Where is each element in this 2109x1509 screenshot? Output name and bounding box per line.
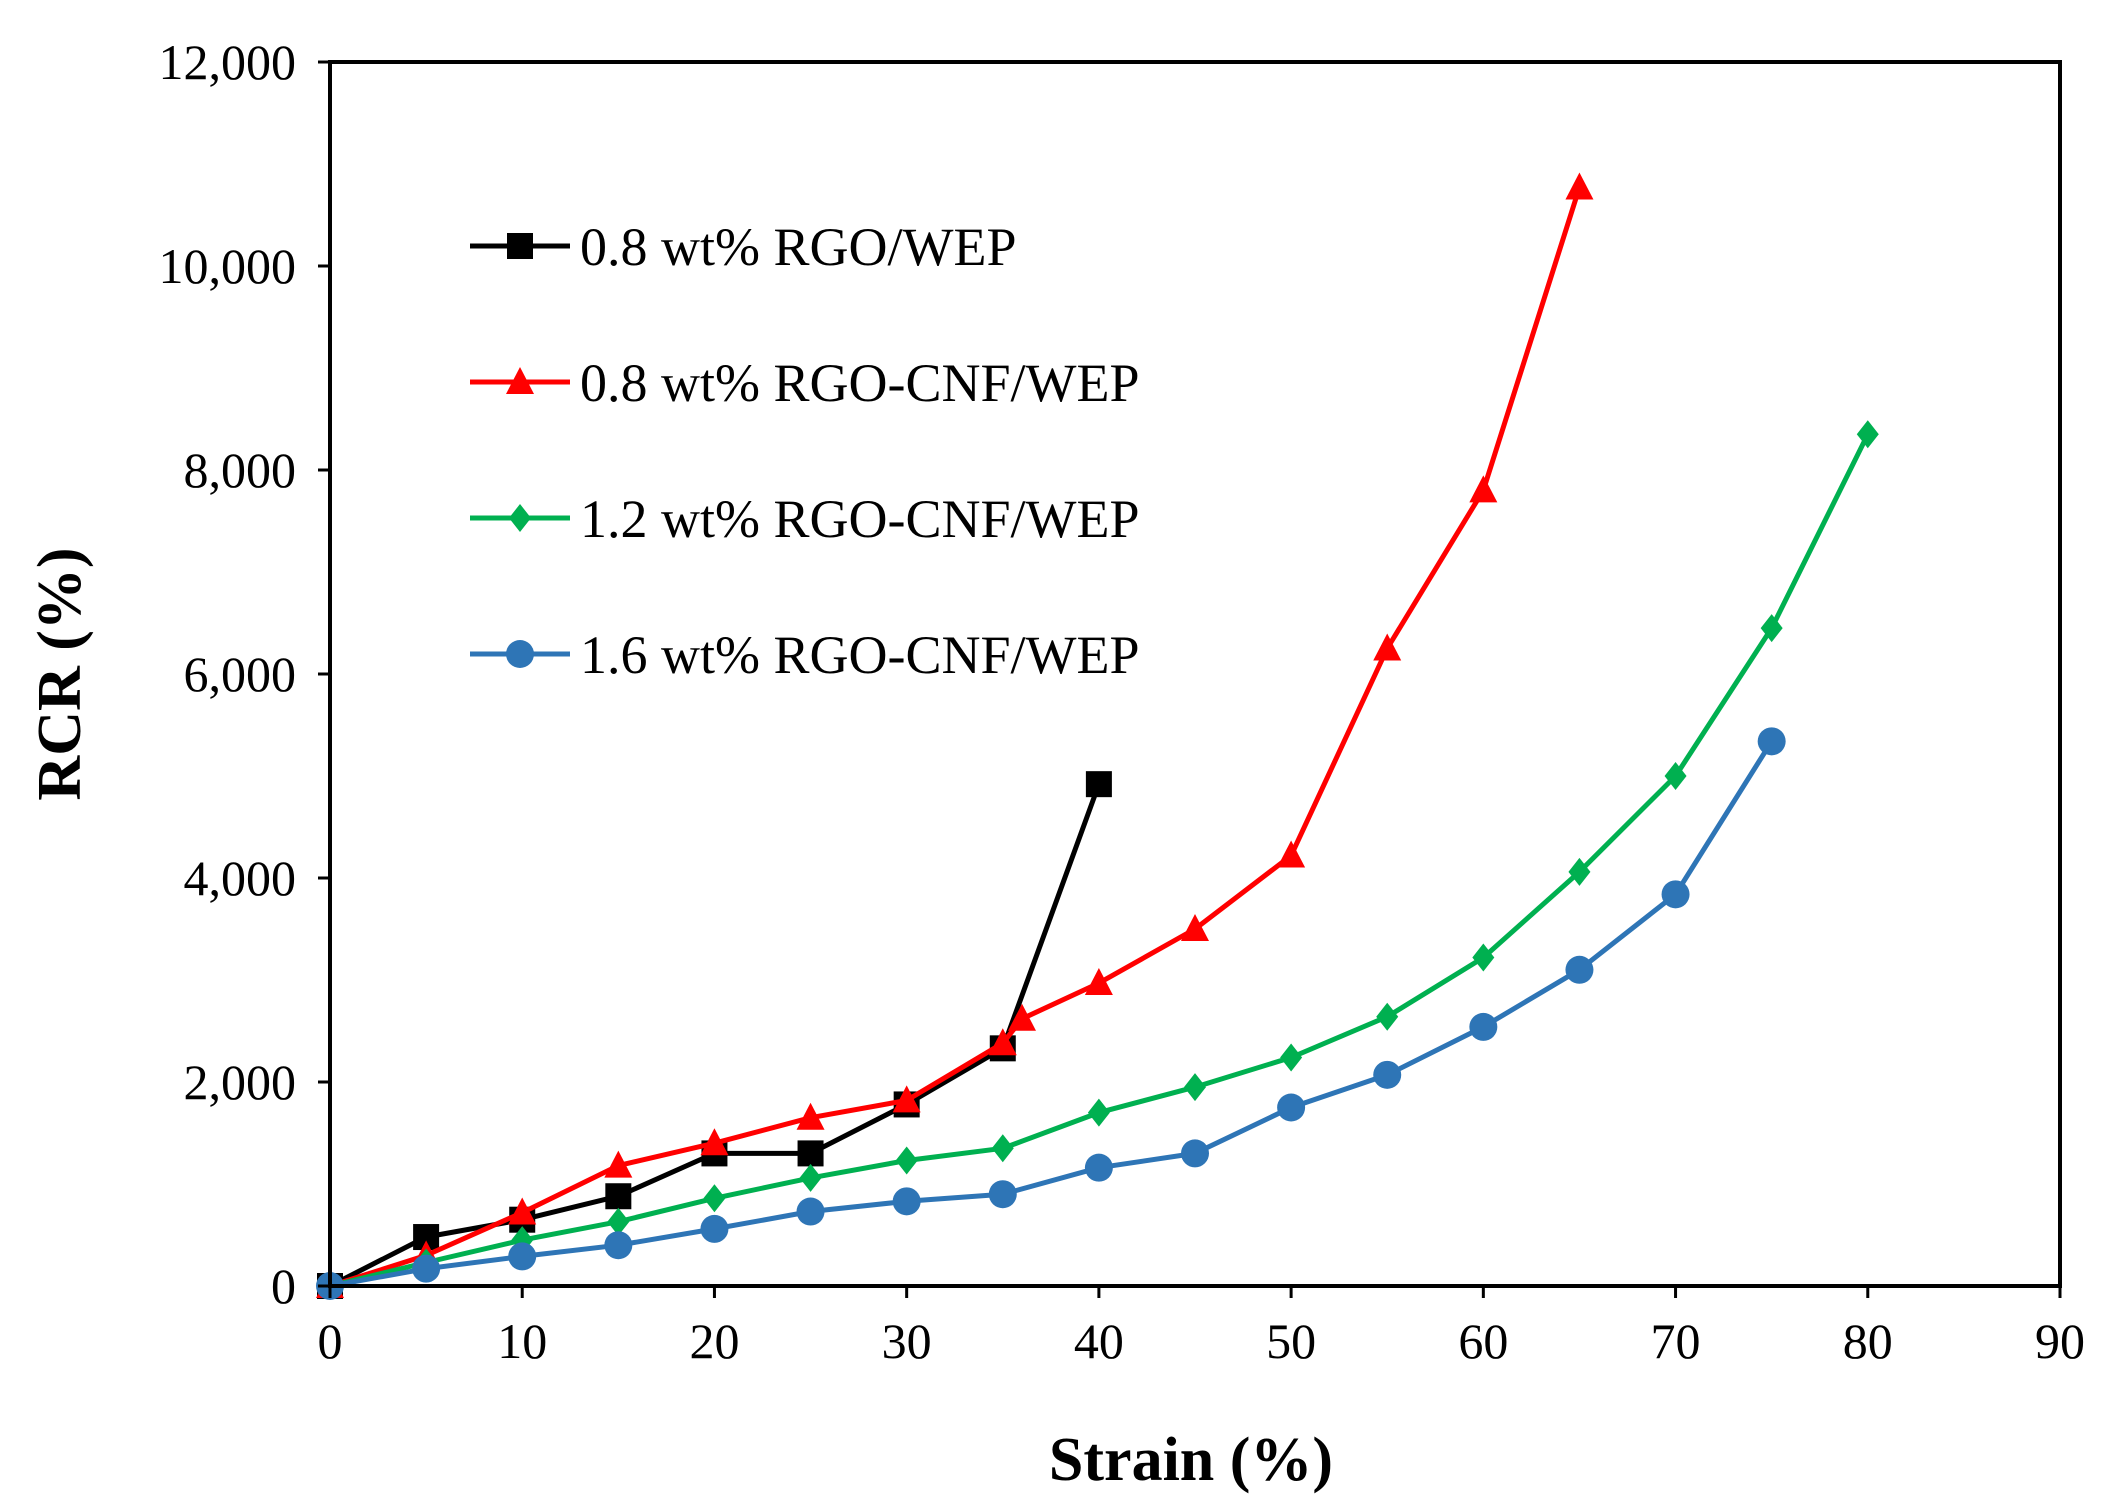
y-tick-label: 6,000 [184,646,297,702]
data-point [1568,857,1591,886]
x-tick-label: 20 [689,1313,739,1369]
legend-swatch-marker [509,504,531,532]
data-point [1664,762,1687,790]
data-point [1856,420,1879,449]
data-point [1181,1139,1209,1168]
x-tick-label: 0 [318,1313,343,1369]
data-point [1760,614,1783,643]
y-tick-label: 8,000 [184,442,297,498]
x-tick-label: 10 [497,1313,547,1369]
data-point [1008,1003,1036,1031]
legend-item: 1.2 wt% RGO-CNF/WEP [470,489,1140,549]
data-point [604,1150,633,1178]
series-line [329,739,1774,1289]
legend-label: 1.2 wt% RGO-CNF/WEP [580,489,1140,549]
legend-label: 0.8 wt% RGO/WEP [580,217,1016,277]
data-point [892,1085,921,1113]
data-point [605,1183,632,1210]
x-tick-label: 50 [1266,1313,1316,1369]
x-tick-label: 90 [2035,1313,2085,1369]
legend: 0.8 wt% RGO/WEP 0.8 wt% RGO-CNF/WEP 1.2 wt… [470,217,1140,685]
legend-swatch-marker [507,233,533,259]
data-point [1469,475,1498,503]
data-point [1661,880,1690,909]
x-axis-title: Strain (%) [1049,1426,1333,1494]
data-point [988,1180,1017,1209]
y-tick-label: 10,000 [159,238,297,294]
data-point [796,1102,825,1130]
legend-swatch-marker [506,367,534,394]
data-point [700,1128,729,1156]
data-point [796,1197,825,1226]
data-point [988,1028,1017,1056]
data-point [1469,1012,1498,1041]
x-tick-label: 70 [1651,1313,1701,1369]
data-point [991,1134,1014,1163]
data-point [1277,840,1306,868]
data-point [1376,1002,1399,1031]
data-point [1472,943,1495,972]
data-point [700,1214,729,1243]
data-point [1084,1153,1113,1182]
y-tick-label: 12,000 [159,34,297,90]
data-point [799,1163,822,1192]
y-tick-label: 2,000 [184,1054,297,1110]
x-tick-label: 60 [1458,1313,1508,1369]
y-tick-label: 0 [271,1258,296,1314]
data-point [1084,968,1113,996]
y-axis-title: RCR (%) [26,547,94,800]
data-point [1087,1098,1110,1127]
data-point [1277,1093,1306,1122]
axis-ticks: 0 10 20 30 40 50 60 70 80 90 0 2,000 4,000 6,000 8,000… [159,34,2086,1369]
legend-label: 1.6 wt% RGO-CNF/WEP [580,625,1140,685]
y-tick-label: 4,000 [184,850,297,906]
x-tick-label: 80 [1843,1313,1893,1369]
legend-label: 0.8 wt% RGO-CNF/WEP [580,353,1140,413]
data-point [1181,914,1209,941]
data-point [1373,1060,1402,1089]
legend-item: 1.6 wt% RGO-CNF/WEP [470,625,1140,685]
data-point [607,1207,630,1236]
legend-item: 0.8 wt% RGO-CNF/WEP [470,353,1140,413]
x-tick-label: 40 [1074,1313,1124,1369]
data-point [892,1187,921,1216]
data-point [895,1146,918,1175]
data-point [703,1184,726,1213]
data-point [1373,633,1402,661]
data-point [1184,1073,1206,1102]
x-tick-label: 30 [882,1313,932,1369]
data-point [508,1197,537,1225]
data-point [1280,1043,1303,1072]
data-point [508,1242,537,1271]
data-point [1565,172,1594,200]
data-point [1757,727,1786,756]
legend-swatch-marker [506,640,534,668]
data-point [1565,955,1594,984]
data-point [797,1140,824,1167]
legend-item: 0.8 wt% RGO/WEP [470,217,1016,277]
data-point [1085,771,1112,798]
data-point [412,1254,441,1283]
data-point [604,1231,633,1260]
